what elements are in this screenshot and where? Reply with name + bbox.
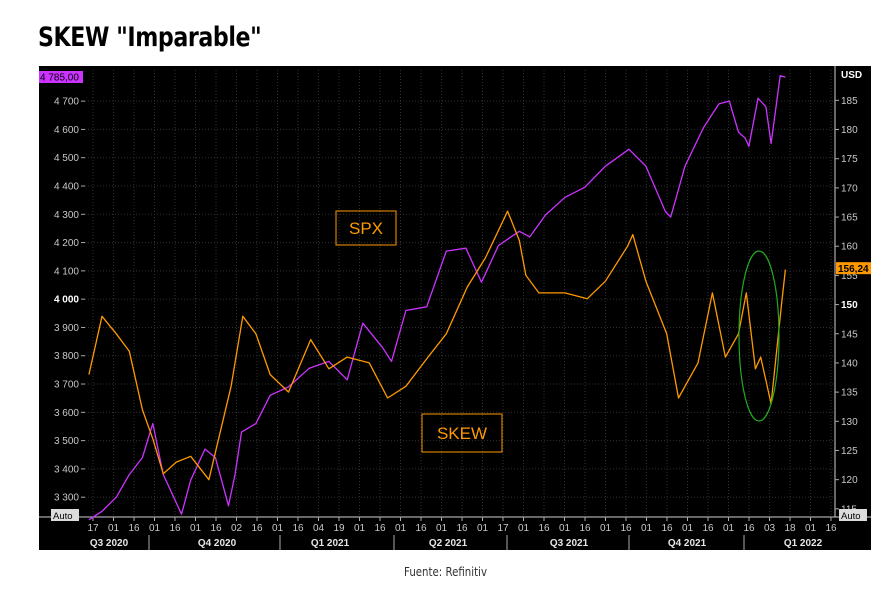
x-tick-label: 16	[456, 523, 468, 534]
x-tick-label: 16	[743, 523, 755, 534]
x-tick-label: 16	[415, 523, 427, 534]
x-tick-label: 01	[149, 523, 161, 534]
right-tick-label: 125	[841, 446, 858, 457]
quarter-label: Q3 2020	[90, 538, 129, 549]
quarter-label: Q4 2020	[198, 538, 237, 549]
skew-annotation-box	[421, 413, 503, 453]
x-tick-label: 16	[620, 523, 632, 534]
left-tick-label: 3 600	[54, 408, 79, 419]
left-tick-label: 4 400	[54, 181, 79, 192]
left-scale-box	[51, 509, 79, 521]
right-tick-label: 140	[841, 358, 858, 369]
spx-annotation-label: SPX	[349, 219, 383, 238]
x-tick-label: 16	[374, 523, 386, 534]
highlight-ellipse	[738, 250, 780, 422]
x-tick-label: 16	[128, 523, 140, 534]
quarter-label: Q1 2021	[311, 538, 350, 549]
right-tick-label: 185	[841, 96, 858, 107]
right-tick-label: 145	[841, 329, 858, 340]
left-tick-label: 4 600	[54, 125, 79, 136]
x-tick-label: 01	[108, 523, 120, 534]
chart-panel: 4 700 4 600 4 500 4 400 4 300 4 200 4 100 4 000…	[39, 66, 871, 550]
x-tick-label: 16	[210, 523, 222, 534]
left-tick-label: 3 700	[54, 380, 79, 391]
x-tick-label: 01	[641, 523, 653, 534]
left-tick-label: 4 100	[54, 266, 79, 277]
series-line-spx	[88, 75, 786, 521]
right-tick-label: 175	[841, 154, 858, 165]
left-tick-label: 3 300	[54, 493, 79, 504]
right-tick-label: 180	[841, 125, 858, 136]
x-tick-label: 01	[190, 523, 202, 534]
source-caption: Fuente: Refinitiv	[404, 565, 487, 579]
left-tick-label: 4 000	[54, 295, 79, 306]
spx-annotation-box	[335, 210, 397, 246]
right-axis-unit-label: USD	[841, 70, 862, 81]
x-tick-label: 03	[764, 523, 776, 534]
x-tick-label: 19	[333, 523, 345, 534]
x-tick-label: 16	[825, 523, 837, 534]
right-current-value-tag	[836, 262, 871, 275]
skew-annotation-label: SKEW	[437, 424, 487, 443]
right-scale-box	[839, 509, 867, 521]
quarter-label: Q3 2021	[550, 538, 589, 549]
x-tick-label: 16	[661, 523, 673, 534]
quarter-label: Q1 2022	[784, 538, 823, 549]
left-tick-label: 4 200	[54, 238, 79, 249]
x-tick-label: 16	[579, 523, 591, 534]
left-tick-label: 4 700	[54, 97, 79, 108]
x-tick-label: 17	[497, 523, 509, 534]
x-tick-label: 01	[682, 523, 694, 534]
x-tick-label: 01	[723, 523, 735, 534]
right-tick-label: 130	[841, 417, 858, 428]
left-tick-label: 3 800	[54, 351, 79, 362]
x-tick-label: 16	[251, 523, 263, 534]
right-tick-label: 120	[841, 475, 858, 486]
x-tick-label: 01	[600, 523, 612, 534]
left-tick-label: 3 900	[54, 323, 79, 334]
right-tick-label: 165	[841, 213, 858, 224]
x-tick-label: 02	[231, 523, 243, 534]
x-tick-label: 01	[805, 523, 817, 534]
series-line-skew	[88, 210, 787, 481]
right-scale-label: Auto	[841, 511, 861, 522]
chart-title: SKEW "Imparable"	[38, 22, 262, 53]
x-tick-label: 01	[477, 523, 489, 534]
left-current-value-label: 4 785,00	[40, 73, 79, 84]
left-tick-label: 4 300	[54, 210, 79, 221]
right-tick-label: 155	[841, 271, 858, 282]
x-tick-label: 17	[87, 523, 99, 534]
x-tick-label: 16	[169, 523, 181, 534]
x-tick-label: 01	[559, 523, 571, 534]
x-tick-label: 01	[436, 523, 448, 534]
x-tick-label: 01	[354, 523, 366, 534]
x-tick-label: 18	[784, 523, 796, 534]
x-tick-label: 01	[272, 523, 284, 534]
x-tick-label: 16	[538, 523, 550, 534]
left-current-value-tag	[39, 71, 83, 83]
right-tick-label: 150	[841, 300, 858, 311]
quarter-label: Q2 2021	[429, 538, 468, 549]
right-current-value-label: 156,24	[838, 264, 869, 275]
x-tick-label: 01	[518, 523, 530, 534]
line-chart: 4 700 4 600 4 500 4 400 4 300 4 200 4 100 4 000…	[39, 66, 871, 550]
x-tick-label: 16	[292, 523, 304, 534]
x-tick-label: 16	[702, 523, 714, 534]
left-tick-label: 3 400	[54, 464, 79, 475]
x-tick-label: 01	[395, 523, 407, 534]
x-tick-label: 04	[313, 523, 325, 534]
quarter-label: Q4 2021	[668, 538, 707, 549]
left-tick-label: 4 500	[54, 153, 79, 164]
left-tick-label: 3 500	[54, 436, 79, 447]
left-scale-label: Auto	[53, 511, 73, 522]
right-tick-label: 135	[841, 388, 858, 399]
right-tick-label: 170	[841, 183, 858, 194]
right-tick-label: 160	[841, 242, 858, 253]
